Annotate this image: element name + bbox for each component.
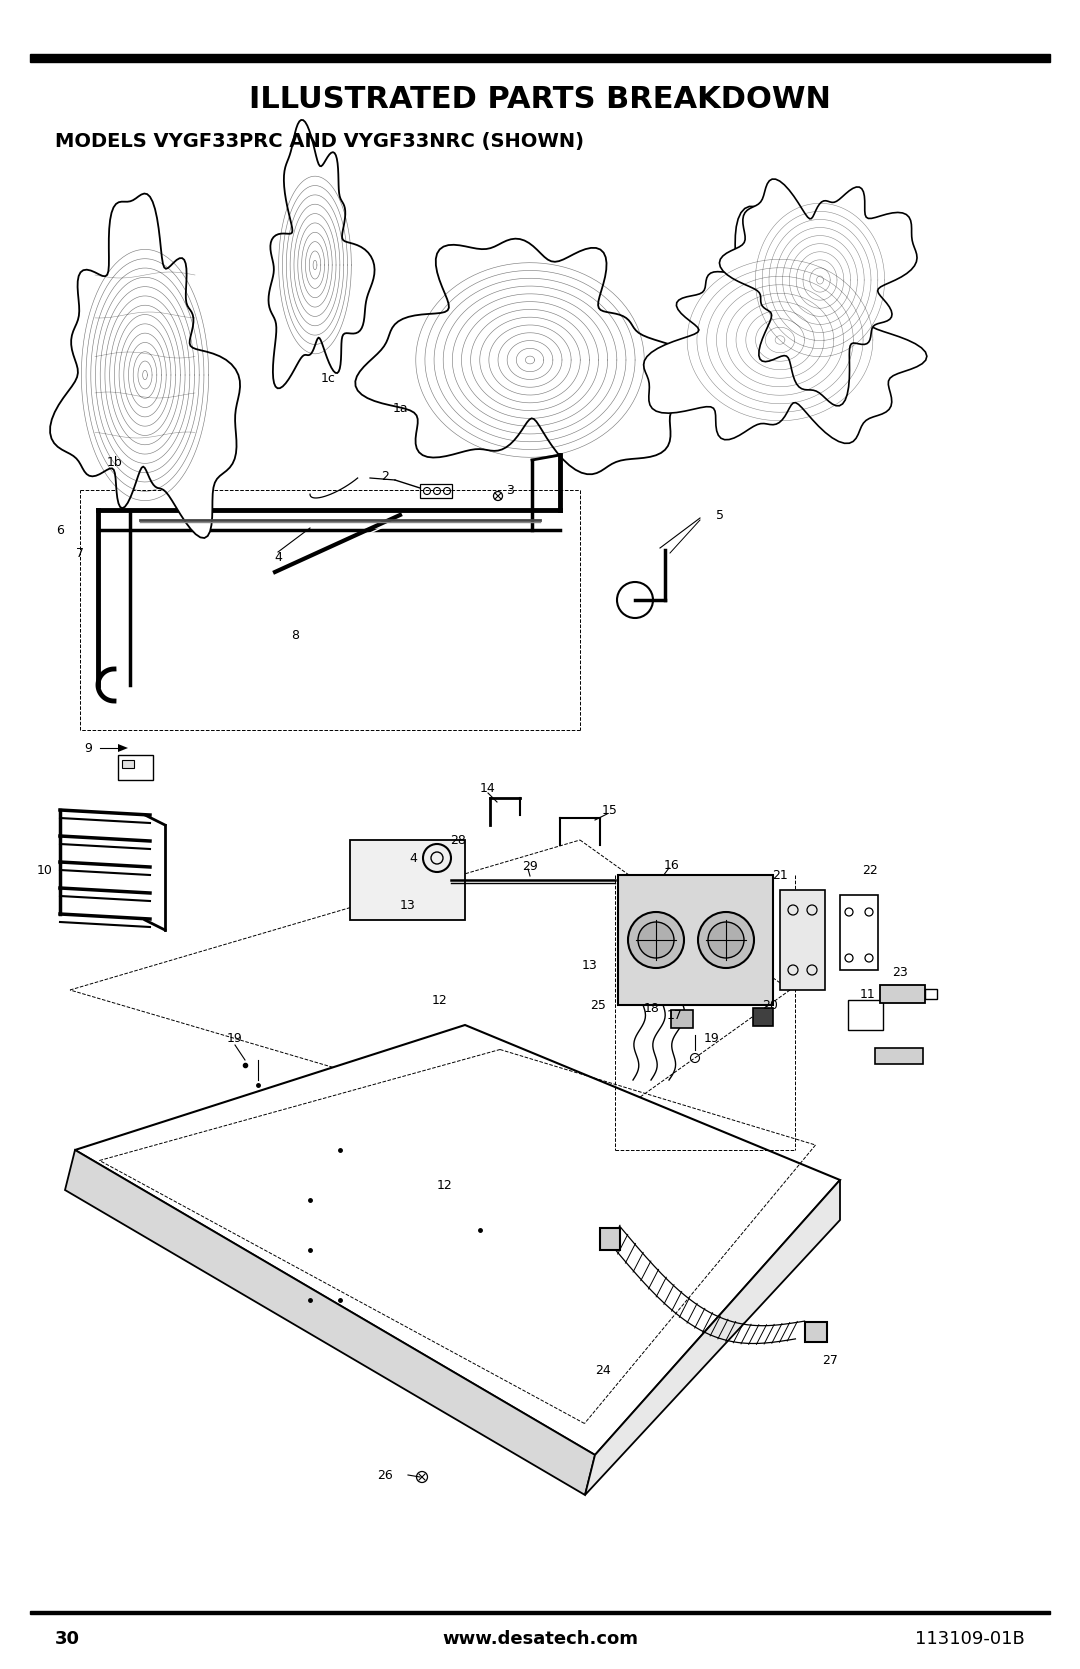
Text: 24: 24 bbox=[595, 1364, 611, 1377]
Bar bbox=[780, 890, 825, 990]
Text: 7: 7 bbox=[76, 546, 84, 559]
Bar bbox=[875, 1048, 923, 1065]
Text: 13: 13 bbox=[582, 958, 598, 971]
Text: 9: 9 bbox=[84, 741, 92, 754]
Circle shape bbox=[638, 921, 674, 958]
Text: 21: 21 bbox=[772, 868, 788, 881]
Bar bbox=[848, 1000, 883, 1030]
Text: 6: 6 bbox=[56, 524, 64, 536]
Text: 1a: 1a bbox=[392, 402, 408, 414]
Text: 8: 8 bbox=[291, 629, 299, 641]
Bar bbox=[840, 895, 878, 970]
Text: 22: 22 bbox=[862, 863, 878, 876]
Text: 11: 11 bbox=[860, 988, 876, 1000]
Text: 26: 26 bbox=[377, 1469, 393, 1482]
Text: 27: 27 bbox=[822, 1354, 838, 1367]
Text: 4: 4 bbox=[274, 551, 282, 564]
Text: 10: 10 bbox=[37, 863, 53, 876]
Text: 28: 28 bbox=[450, 833, 465, 846]
Bar bbox=[122, 759, 134, 768]
Text: 15: 15 bbox=[602, 803, 618, 816]
Text: 25: 25 bbox=[590, 998, 606, 1011]
Polygon shape bbox=[118, 744, 129, 753]
Circle shape bbox=[708, 921, 744, 958]
Circle shape bbox=[698, 911, 754, 968]
Circle shape bbox=[627, 911, 684, 968]
Text: 23: 23 bbox=[892, 965, 908, 978]
Polygon shape bbox=[65, 1150, 595, 1495]
Text: 12: 12 bbox=[432, 993, 448, 1006]
Text: 12: 12 bbox=[437, 1178, 453, 1192]
Bar bbox=[753, 1008, 773, 1026]
Polygon shape bbox=[644, 207, 927, 444]
Text: 4: 4 bbox=[409, 851, 417, 865]
Text: 30: 30 bbox=[55, 1631, 80, 1647]
Text: MODELS VYGF33PRC AND VYGF33NRC (SHOWN): MODELS VYGF33PRC AND VYGF33NRC (SHOWN) bbox=[55, 132, 584, 152]
Polygon shape bbox=[585, 1180, 840, 1495]
Text: 1c: 1c bbox=[321, 372, 336, 384]
Text: 113109-01B: 113109-01B bbox=[915, 1631, 1025, 1647]
Polygon shape bbox=[50, 194, 240, 537]
Text: 3: 3 bbox=[507, 484, 514, 496]
Text: 29: 29 bbox=[522, 860, 538, 873]
Text: 1b: 1b bbox=[107, 456, 123, 469]
Text: 19: 19 bbox=[227, 1031, 243, 1045]
Polygon shape bbox=[75, 1025, 840, 1455]
Text: 16: 16 bbox=[664, 858, 680, 871]
Bar bbox=[420, 484, 453, 497]
Bar bbox=[671, 1010, 693, 1028]
Bar bbox=[924, 990, 937, 1000]
Text: 18: 18 bbox=[644, 1001, 660, 1015]
Bar bbox=[618, 875, 773, 1005]
Text: 19: 19 bbox=[704, 1031, 720, 1045]
Polygon shape bbox=[719, 179, 917, 406]
Bar bbox=[880, 985, 924, 1003]
Text: 17: 17 bbox=[667, 1008, 683, 1021]
Text: ILLUSTRATED PARTS BREAKDOWN: ILLUSTRATED PARTS BREAKDOWN bbox=[249, 85, 831, 115]
Polygon shape bbox=[355, 239, 715, 474]
Bar bbox=[600, 1228, 620, 1250]
Bar bbox=[350, 840, 465, 920]
Text: 14: 14 bbox=[481, 781, 496, 794]
Bar bbox=[805, 1322, 827, 1342]
Bar bbox=[30, 53, 1050, 62]
Bar bbox=[30, 1611, 1050, 1614]
Text: 13: 13 bbox=[400, 898, 416, 911]
Text: www.desatech.com: www.desatech.com bbox=[442, 1631, 638, 1647]
Polygon shape bbox=[269, 120, 375, 389]
Text: 2: 2 bbox=[381, 469, 389, 482]
Text: 20: 20 bbox=[762, 998, 778, 1011]
Text: 5: 5 bbox=[716, 509, 724, 521]
Bar bbox=[118, 754, 153, 779]
